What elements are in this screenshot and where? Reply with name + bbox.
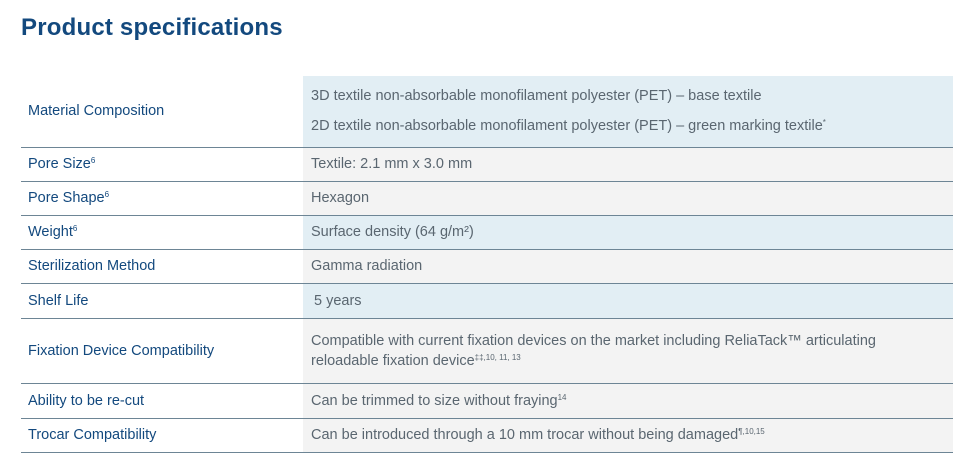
table-row-shelf-life: Shelf Life 5 years: [21, 283, 953, 319]
page-title: Product specifications: [21, 14, 283, 41]
table-row-fixation-device-compatibility: Fixation Device Compatibility Compatible…: [21, 318, 953, 384]
table-row-trocar-compatibility: Trocar Compatibility Can be introduced t…: [21, 418, 953, 453]
table-row-material-composition: Material Composition 3D textile non-abso…: [21, 76, 953, 148]
row-label: Material Composition: [21, 76, 303, 148]
table-row-weight: Weight6 Surface density (64 g/m²): [21, 215, 953, 250]
row-label: Fixation Device Compatibility: [21, 318, 303, 384]
row-label: Ability to be re-cut: [21, 383, 303, 419]
row-value: Surface density (64 g/m²): [303, 215, 953, 250]
row-label: Pore Shape6: [21, 181, 303, 216]
row-label: Shelf Life: [21, 283, 303, 319]
row-value: Compatible with current fixation devices…: [303, 318, 953, 384]
row-value: Can be trimmed to size without fraying14: [303, 383, 953, 419]
row-value: Can be introduced through a 10 mm trocar…: [303, 418, 953, 453]
row-label: Weight6: [21, 215, 303, 250]
row-value: 3D textile non-absorbable monofilament p…: [303, 76, 953, 148]
table-row-sterilization-method: Sterilization Method Gamma radiation: [21, 249, 953, 284]
row-label: Trocar Compatibility: [21, 418, 303, 453]
row-value: Gamma radiation: [303, 249, 953, 284]
row-label: Pore Size6: [21, 147, 303, 182]
table-row-pore-shape: Pore Shape6 Hexagon: [21, 181, 953, 216]
table-row-ability-to-be-re-cut: Ability to be re-cut Can be trimmed to s…: [21, 383, 953, 419]
table-row-pore-size: Pore Size6 Textile: 2.1 mm x 3.0 mm: [21, 147, 953, 182]
row-label: Sterilization Method: [21, 249, 303, 284]
row-value: Textile: 2.1 mm x 3.0 mm: [303, 147, 953, 182]
row-value: 5 years: [303, 283, 953, 319]
row-value: Hexagon: [303, 181, 953, 216]
specifications-table: Material Composition 3D textile non-abso…: [21, 76, 953, 453]
